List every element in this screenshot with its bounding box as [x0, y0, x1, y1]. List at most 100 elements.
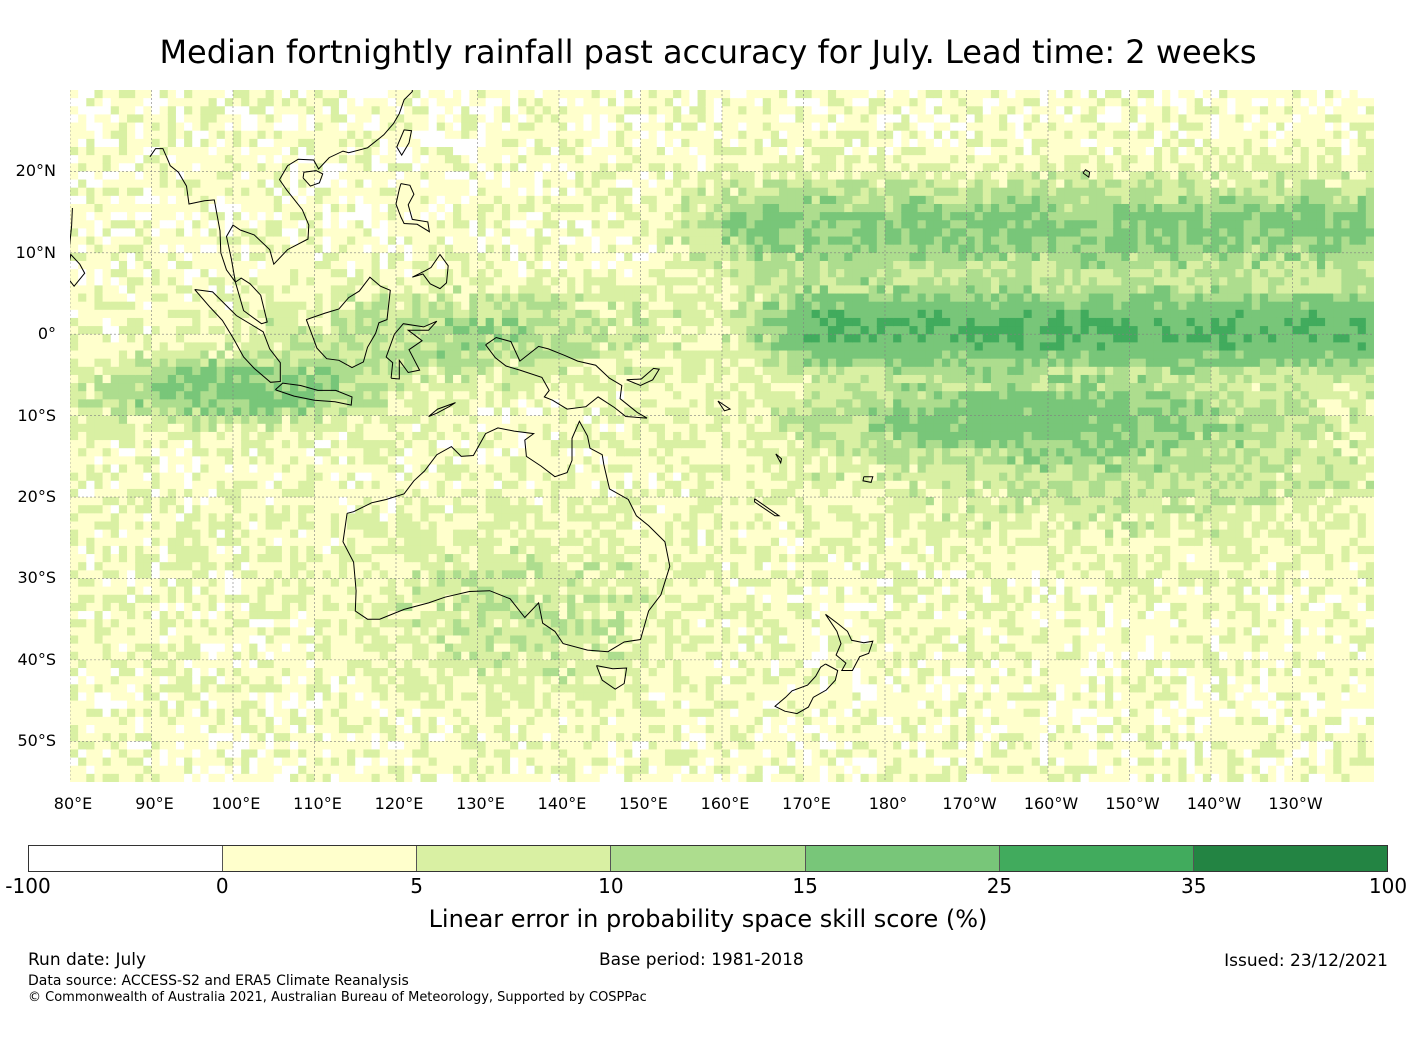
heat-cell [241, 130, 250, 140]
heat-cell [127, 195, 136, 205]
heat-cell [208, 163, 218, 173]
heat-cell [518, 269, 527, 278]
heat-cell [257, 334, 267, 343]
map-canvas[interactable] [70, 90, 1374, 782]
heat-cell [118, 545, 128, 555]
heat-cell [387, 155, 397, 164]
heat-cell [477, 90, 487, 99]
heat-cell [200, 407, 210, 417]
heat-cell [208, 130, 218, 140]
heat-cell [265, 676, 275, 685]
heat-cell [379, 651, 389, 661]
heat-cell [510, 269, 519, 278]
heat-cell [78, 277, 87, 286]
heat-cell [314, 716, 324, 726]
heat-cell [347, 749, 356, 759]
heat-cell [86, 326, 96, 335]
heat-cell [518, 334, 527, 343]
heat-cell [273, 578, 283, 588]
heat-cell [428, 773, 438, 782]
heat-cell [281, 497, 291, 506]
heat-cell [241, 521, 250, 531]
heat-cell [330, 399, 340, 409]
heat-cell [493, 350, 503, 360]
heat-cell [241, 684, 250, 694]
heat-cell [510, 692, 519, 702]
heat-cell [135, 513, 144, 523]
heat-cell [224, 497, 234, 506]
heat-cell [485, 708, 495, 718]
heat-cell [461, 725, 470, 734]
heat-cell [461, 440, 470, 449]
heat-cell [420, 260, 430, 270]
heat-cell [338, 635, 348, 645]
heat-cell [127, 342, 136, 352]
heat-cell [208, 407, 218, 417]
heat-cell [371, 374, 381, 384]
heat-cell [249, 521, 259, 531]
heat-cell [151, 98, 161, 107]
heat-cell [70, 244, 79, 254]
heat-cell [175, 472, 185, 482]
heat-cell [135, 309, 144, 319]
heat-cell [510, 277, 519, 286]
heat-cell [192, 757, 201, 767]
heat-cell [379, 228, 389, 238]
heat-cell [534, 651, 544, 661]
heat-cell [453, 488, 462, 498]
heat-cell [78, 602, 87, 612]
heat-cell [379, 472, 389, 482]
heat-cell [461, 293, 470, 303]
heat-cell [216, 260, 226, 270]
heat-cell [70, 765, 79, 775]
heat-cell [534, 203, 544, 213]
heat-cell [534, 212, 544, 221]
heat-cell [249, 98, 259, 107]
heat-cell [216, 611, 226, 620]
heat-cell [110, 505, 120, 514]
heat-cell [396, 383, 405, 392]
heat-cell [175, 301, 185, 311]
heat-cell [485, 684, 495, 694]
heat-cell [347, 260, 356, 270]
heat-cell [265, 725, 275, 734]
heat-cell [436, 374, 446, 384]
heat-cell [249, 179, 259, 189]
heat-cell [501, 537, 511, 547]
heat-cell [102, 155, 112, 164]
heat-cell [94, 203, 104, 213]
heat-cell [493, 130, 503, 140]
heat-cell [314, 106, 324, 116]
heat-cell [428, 765, 438, 775]
heat-cell [224, 505, 234, 514]
heat-cell [412, 529, 422, 539]
heat-cell [338, 472, 348, 482]
heat-cell [453, 749, 462, 759]
heat-cell [355, 407, 364, 417]
heat-cell [159, 554, 169, 563]
heat-cell [298, 602, 307, 612]
heat-cell [379, 570, 389, 580]
heat-cell [412, 122, 422, 132]
heat-cell [485, 497, 495, 506]
heat-cell [526, 643, 536, 653]
heat-cell [70, 749, 79, 759]
heat-cell [257, 529, 267, 539]
heat-cell [526, 252, 536, 262]
heat-cell [159, 635, 169, 645]
heat-cell [436, 431, 446, 441]
heat-cell [118, 773, 128, 782]
heat-cell [216, 651, 226, 661]
heat-cell [510, 521, 519, 531]
skill-score-map[interactable] [70, 90, 1374, 782]
heat-cell [347, 391, 356, 400]
heat-cell [501, 350, 511, 360]
heat-cell [322, 374, 332, 384]
heat-cell [396, 602, 405, 612]
heat-cell [200, 350, 210, 360]
heat-cell [444, 285, 454, 295]
heat-cell [493, 407, 503, 417]
heat-cell [363, 578, 373, 588]
heat-cell [78, 366, 87, 376]
heat-cell [436, 497, 446, 506]
